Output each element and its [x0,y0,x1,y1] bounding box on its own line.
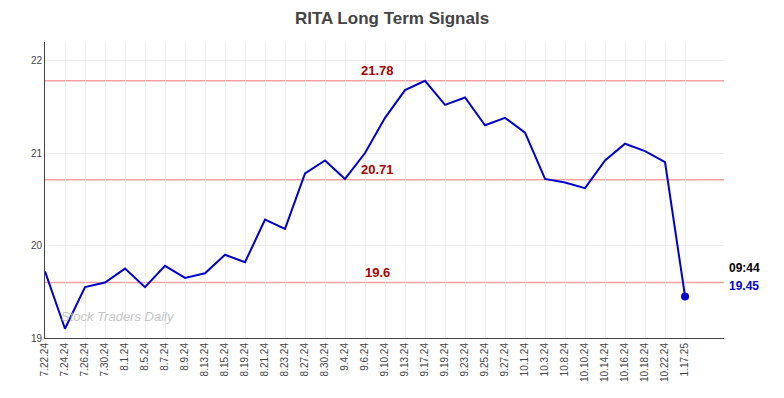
svg-text:22: 22 [31,55,43,66]
svg-text:8.19.24: 8.19.24 [239,343,250,377]
svg-text:19.6: 19.6 [365,265,390,280]
svg-text:10.18.24: 10.18.24 [639,343,650,382]
svg-text:9.19.24: 9.19.24 [439,343,450,377]
svg-text:Stock Traders Daily: Stock Traders Daily [61,309,175,324]
svg-text:10.10.24: 10.10.24 [579,343,590,382]
svg-text:8.5.24: 8.5.24 [139,343,150,371]
svg-text:8.23.24: 8.23.24 [279,343,290,377]
svg-text:9.6.24: 9.6.24 [359,343,370,371]
svg-text:19: 19 [31,333,43,344]
svg-text:8.13.24: 8.13.24 [199,343,210,377]
svg-text:10.1.24: 10.1.24 [519,343,530,377]
svg-text:8.30.24: 8.30.24 [319,343,330,377]
svg-text:9.4.24: 9.4.24 [339,343,350,371]
svg-text:10.22.24: 10.22.24 [659,343,670,382]
svg-text:8.9.24: 8.9.24 [179,343,190,371]
svg-text:20.71: 20.71 [361,162,394,177]
svg-text:9.13.24: 9.13.24 [399,343,410,377]
svg-text:10.14.24: 10.14.24 [599,343,610,382]
svg-text:8.21.24: 8.21.24 [259,343,270,377]
svg-text:20: 20 [31,240,43,251]
svg-text:8.1.24: 8.1.24 [119,343,130,371]
svg-text:8.27.24: 8.27.24 [299,343,310,377]
svg-text:7.26.24: 7.26.24 [79,343,90,377]
svg-text:09:44: 09:44 [729,261,760,275]
svg-text:1.17.25: 1.17.25 [679,343,690,377]
svg-text:9.10.24: 9.10.24 [379,343,390,377]
svg-text:21: 21 [31,148,43,159]
svg-text:9.27.24: 9.27.24 [499,343,510,377]
svg-text:10.3.24: 10.3.24 [539,343,550,377]
svg-text:7.22.24: 7.22.24 [39,343,50,377]
svg-text:10.8.24: 10.8.24 [559,343,570,377]
svg-text:19.45: 19.45 [729,279,759,293]
svg-text:10.16.24: 10.16.24 [619,343,630,382]
svg-text:9.17.24: 9.17.24 [419,343,430,377]
svg-text:8.15.24: 8.15.24 [219,343,230,377]
svg-text:7.24.24: 7.24.24 [59,343,70,377]
svg-text:9.25.24: 9.25.24 [479,343,490,377]
svg-text:7.30.24: 7.30.24 [99,343,110,377]
svg-text:8.7.24: 8.7.24 [159,343,170,371]
svg-text:RITA Long Term Signals: RITA Long Term Signals [295,9,489,28]
svg-text:9.23.24: 9.23.24 [459,343,470,377]
svg-text:21.78: 21.78 [361,63,394,78]
